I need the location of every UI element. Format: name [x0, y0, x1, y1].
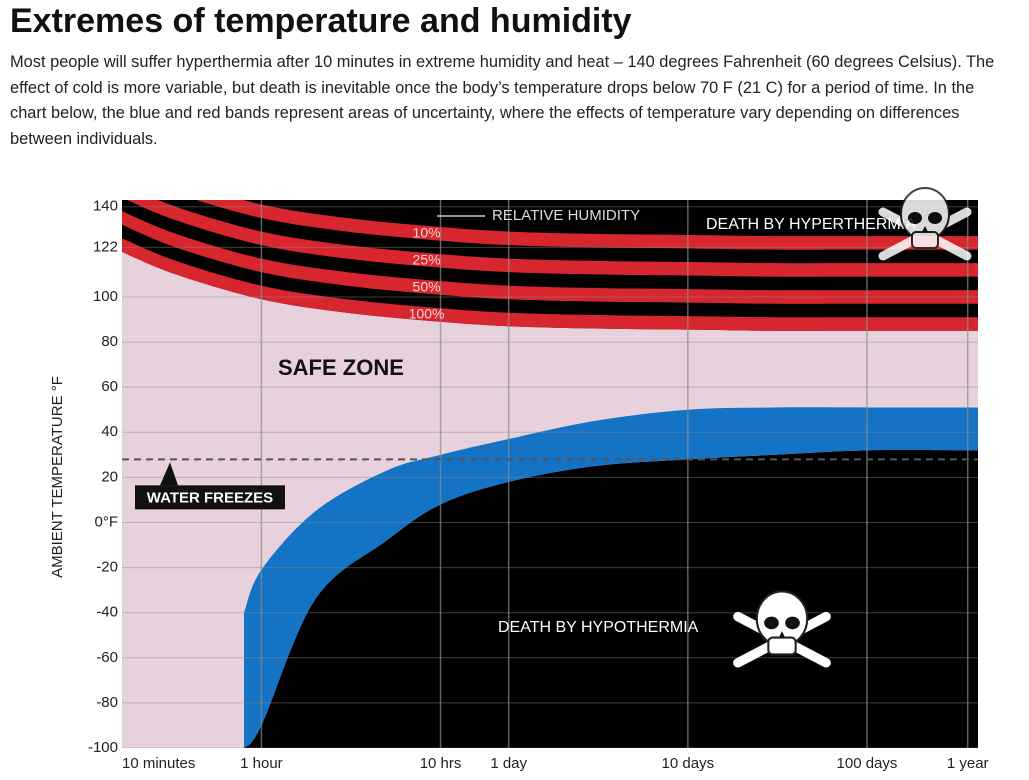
nose: [778, 631, 786, 638]
humidity-band: [127, 200, 978, 277]
y-tick-label: -20: [96, 559, 118, 576]
x-tick-label: 1 day: [490, 755, 527, 772]
band-label: 25%: [413, 252, 441, 268]
chart-title: Extremes of temperature and humidity: [10, 2, 632, 40]
rh-label: RELATIVE HUMIDITY: [492, 207, 640, 224]
y-tick-label: 80: [101, 333, 118, 350]
y-tick-label: 20: [101, 468, 118, 485]
humidity-band: [196, 200, 978, 250]
plot-area: [122, 200, 978, 748]
y-tick-label: -100: [88, 739, 118, 756]
x-tick-label: 1 year: [947, 755, 989, 772]
x-tick-label: 100 days: [837, 755, 898, 772]
eye: [908, 212, 922, 224]
chart-subtitle: Most people will suffer hyperthermia aft…: [10, 53, 995, 148]
y-tick-label: 122: [93, 238, 118, 255]
y-tick-label: 40: [101, 423, 118, 440]
freezing-label: WATER FREEZES: [147, 489, 273, 506]
safe-zone-label: SAFE ZONE: [278, 355, 404, 380]
band-label: 100%: [409, 306, 445, 322]
hypothermia-zone: [244, 449, 978, 748]
eye: [928, 212, 942, 224]
skull-icon: [878, 187, 972, 261]
y-axis-label: AMBIENT TEMPERATURE °F: [49, 376, 66, 578]
eye: [785, 616, 800, 630]
y-tick-label: -40: [96, 604, 118, 621]
jaw: [767, 636, 797, 656]
y-tick-label: 140: [93, 198, 118, 215]
nose: [922, 226, 928, 232]
humidity-band: [122, 238, 978, 331]
y-tick-label: -60: [96, 649, 118, 666]
y-tick-label: 0°F: [94, 513, 118, 530]
y-tick-label: -80: [96, 694, 118, 711]
eye: [764, 616, 779, 630]
jaw: [911, 231, 939, 249]
freezing-pointer: [160, 462, 178, 486]
x-tick-label: 1 hour: [240, 755, 283, 772]
x-tick-label: 10 hrs: [420, 755, 462, 772]
cold-band: [244, 407, 978, 748]
skull-icon: [733, 590, 831, 668]
freezing-box: [135, 485, 285, 510]
band-label: 50%: [413, 279, 441, 295]
y-tick-label: 60: [101, 378, 118, 395]
band-label: 10%: [413, 225, 441, 241]
humidity-band: [122, 211, 978, 304]
hyperthermia-label: DEATH BY HYPERTHERMIA: [706, 216, 916, 233]
hypothermia-label: DEATH BY HYPOTHERMIA: [498, 619, 699, 636]
x-tick-label: 10 minutes: [122, 755, 195, 772]
x-tick-label: 10 days: [662, 755, 715, 772]
y-tick-label: 100: [93, 288, 118, 305]
